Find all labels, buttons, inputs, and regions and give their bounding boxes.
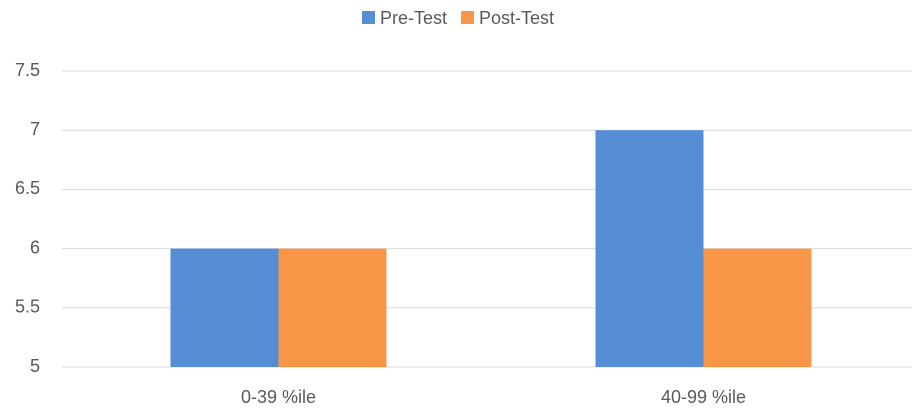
bar: [703, 248, 812, 367]
legend-swatch: [362, 11, 375, 24]
y-tick-label: 6.5: [15, 178, 40, 198]
bar: [278, 248, 387, 367]
bar: [170, 248, 279, 367]
y-tick-label: 6: [30, 237, 40, 257]
y-tick-label: 7.5: [15, 60, 40, 80]
y-tick-label: 7: [30, 119, 40, 139]
x-tick-label: 40-99 %ile: [661, 387, 746, 407]
y-tick-label: 5: [30, 356, 40, 376]
legend-label: Post-Test: [479, 8, 554, 28]
x-tick-label: 0-39 %ile: [241, 387, 316, 407]
legend-label: Pre-Test: [380, 8, 447, 28]
bar: [595, 130, 704, 367]
legend-swatch: [461, 11, 475, 24]
y-tick-label: 5.5: [15, 297, 40, 317]
